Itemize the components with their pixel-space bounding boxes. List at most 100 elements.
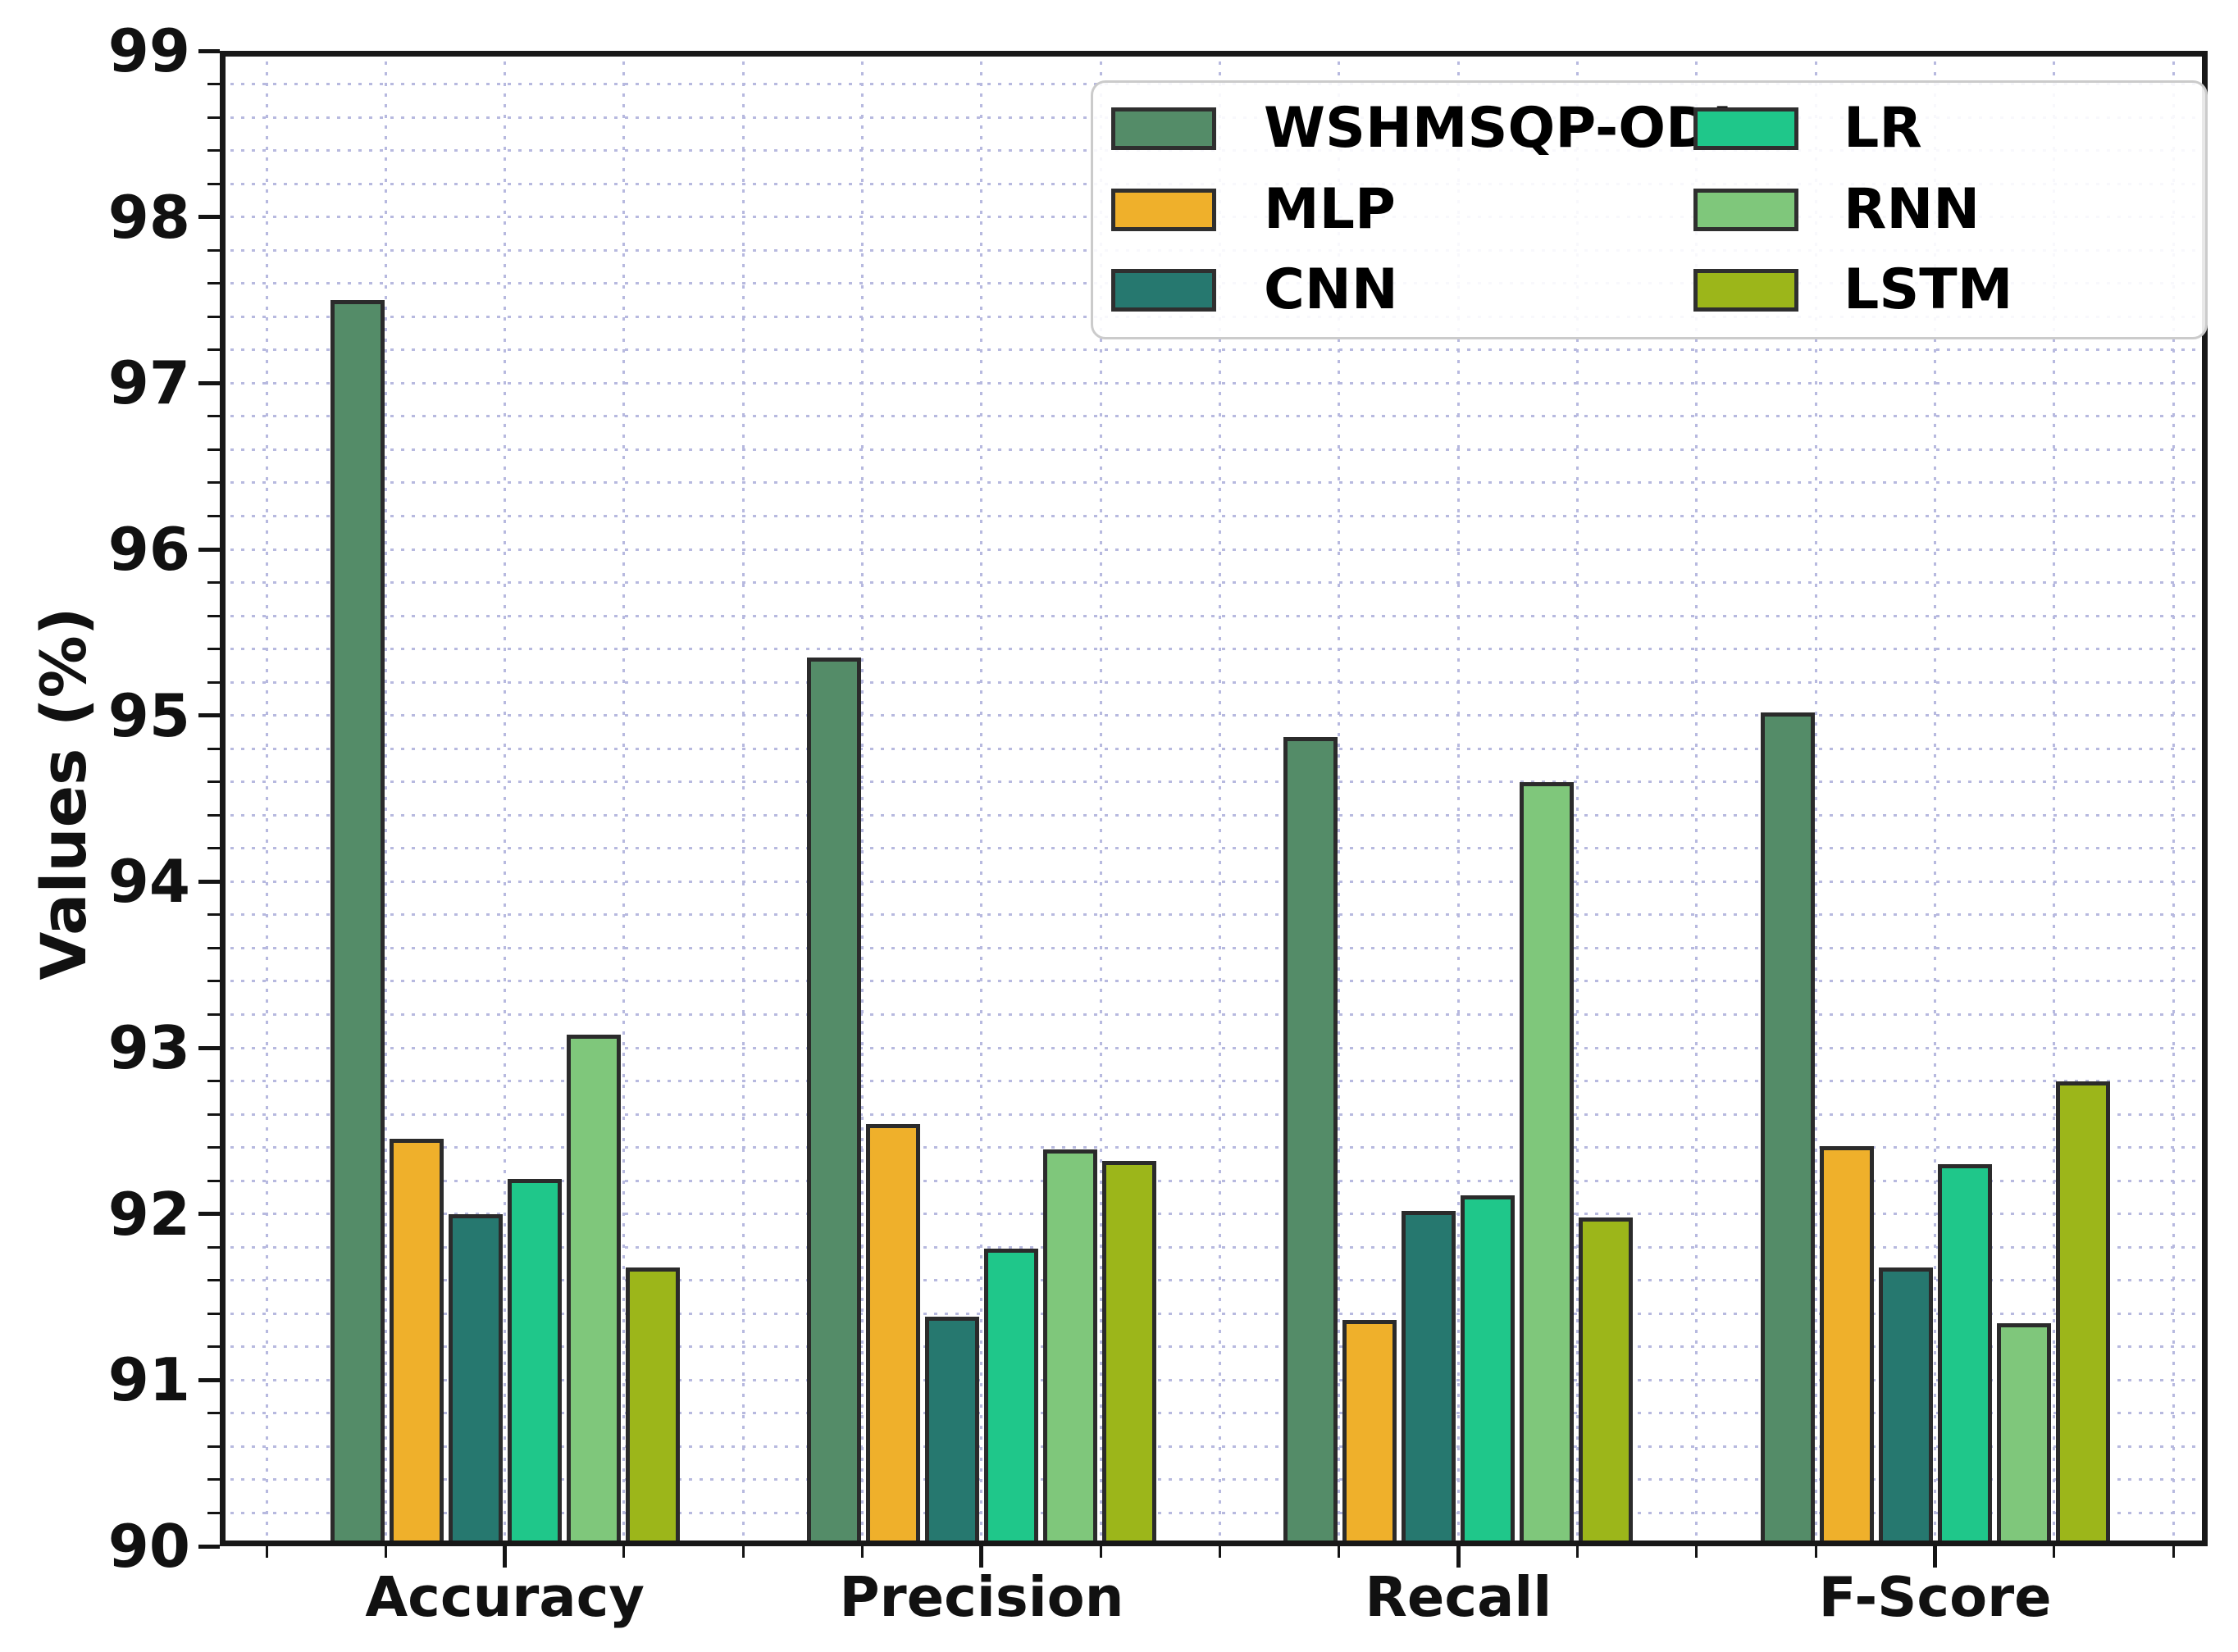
y-tick-label: 99 [107, 16, 190, 85]
y-tick-label: 90 [107, 1512, 190, 1581]
x-tick-major [979, 1546, 984, 1568]
gridline-horizontal [220, 548, 2208, 551]
bar-cnn-precision [924, 1317, 979, 1546]
gridline-horizontal [220, 648, 2208, 651]
y-tick-label: 93 [107, 1013, 190, 1082]
gridline-horizontal [220, 1146, 2208, 1149]
legend: WSHMSQP-ODL MLP CNN LR RNN LSTM [1091, 80, 2208, 339]
legend-swatch-cnn [1111, 269, 1216, 312]
gridline-horizontal [220, 1179, 2208, 1182]
gridline-horizontal [220, 481, 2208, 485]
gridline-horizontal [220, 614, 2208, 617]
bar-wshmsqp-odl-accuracy [330, 300, 385, 1546]
x-tick-major [1933, 1546, 1938, 1568]
gridline-horizontal [220, 1511, 2208, 1514]
y-tick-major [198, 380, 220, 385]
y-tick-minor [207, 1445, 220, 1448]
y-tick-minor [207, 1245, 220, 1249]
legend-swatch-rnn [1693, 188, 1798, 231]
gridline-horizontal [220, 780, 2208, 784]
y-tick-major [198, 1212, 220, 1217]
legend-label-rnn: RNN [1844, 176, 1980, 242]
y-tick-minor [207, 648, 220, 651]
gridline-horizontal [220, 1279, 2208, 1282]
x-tick-label-accuracy: Accuracy [365, 1565, 645, 1629]
bar-mlp-f-score [1819, 1145, 1874, 1546]
y-tick-minor [207, 813, 220, 817]
y-tick-minor [207, 780, 220, 784]
y-tick-minor [207, 747, 220, 750]
y-tick-label: 91 [107, 1345, 190, 1415]
gridline-horizontal [220, 1013, 2208, 1016]
x-tick-minor [1695, 1546, 1698, 1558]
gridline-horizontal [220, 1113, 2208, 1116]
bar-rnn-accuracy [566, 1034, 621, 1546]
y-tick-minor [207, 348, 220, 352]
gridline-vertical [1695, 51, 1698, 1546]
y-tick-minor [207, 1080, 220, 1083]
gridline-horizontal [220, 1478, 2208, 1481]
gridline-vertical [861, 51, 864, 1546]
y-tick-minor [207, 581, 220, 585]
gridline-vertical [1338, 51, 1341, 1546]
gridline-horizontal [220, 1080, 2208, 1083]
legend-label-wshmsqp-odl: WSHMSQP-ODL [1264, 96, 1748, 161]
y-tick-minor [207, 1412, 220, 1415]
bar-lr-accuracy [507, 1179, 562, 1546]
x-tick-minor [622, 1546, 626, 1558]
x-tick-minor [1814, 1546, 1817, 1558]
gridline-vertical [504, 51, 507, 1546]
legend-swatch-mlp [1111, 188, 1216, 231]
bar-lr-f-score [1937, 1163, 1992, 1546]
gridline-horizontal [220, 747, 2208, 750]
y-tick-major [198, 1045, 220, 1050]
y-tick-major [198, 48, 220, 53]
gridline-horizontal [220, 581, 2208, 585]
x-tick-major [1456, 1546, 1461, 1568]
legend-label-mlp: MLP [1264, 176, 1396, 242]
x-tick-minor [1338, 1546, 1341, 1558]
y-tick-major [198, 879, 220, 884]
y-tick-label: 98 [107, 182, 190, 252]
x-tick-minor [384, 1546, 387, 1558]
gridline-vertical [1576, 51, 1579, 1546]
x-tick-label-f-score: F-Score [1818, 1565, 2052, 1629]
y-tick-label: 97 [107, 348, 190, 418]
legend-swatch-wshmsqp-odl [1111, 107, 1216, 150]
gridline-horizontal [220, 348, 2208, 352]
bar-wshmsqp-odl-recall [1283, 737, 1338, 1546]
gridline-horizontal [220, 448, 2208, 451]
gridline-vertical [622, 51, 626, 1546]
bar-mlp-precision [865, 1124, 920, 1546]
gridline-vertical [980, 51, 983, 1546]
gridline-horizontal [220, 381, 2208, 385]
y-tick-minor [207, 980, 220, 983]
bar-lr-precision [983, 1249, 1038, 1546]
x-tick-minor [2053, 1546, 2056, 1558]
y-tick-minor [207, 1013, 220, 1016]
bar-lr-recall [1461, 1195, 1516, 1546]
y-tick-minor [207, 415, 220, 418]
gridline-vertical [1099, 51, 1102, 1546]
y-tick-minor [207, 182, 220, 185]
bar-cnn-accuracy [448, 1213, 503, 1546]
bar-cnn-recall [1402, 1210, 1456, 1546]
legend-label-cnn: CNN [1264, 257, 1398, 322]
y-tick-minor [207, 1478, 220, 1481]
y-tick-minor [207, 448, 220, 451]
bar-wshmsqp-odl-f-score [1760, 712, 1815, 1546]
legend-label-lr: LR [1844, 96, 1922, 161]
y-tick-minor [207, 1113, 220, 1116]
gridline-vertical [1456, 51, 1460, 1546]
y-tick-minor [207, 514, 220, 517]
gridline-vertical [2172, 51, 2175, 1546]
bar-mlp-recall [1342, 1320, 1397, 1546]
y-tick-minor [207, 248, 220, 252]
gridline-horizontal [220, 980, 2208, 983]
gridline-vertical [1219, 51, 1222, 1546]
gridline-horizontal [220, 946, 2208, 949]
y-tick-major [198, 1377, 220, 1382]
gridline-horizontal [220, 1345, 2208, 1349]
y-tick-minor [207, 1179, 220, 1182]
x-tick-label-recall: Recall [1365, 1565, 1552, 1629]
